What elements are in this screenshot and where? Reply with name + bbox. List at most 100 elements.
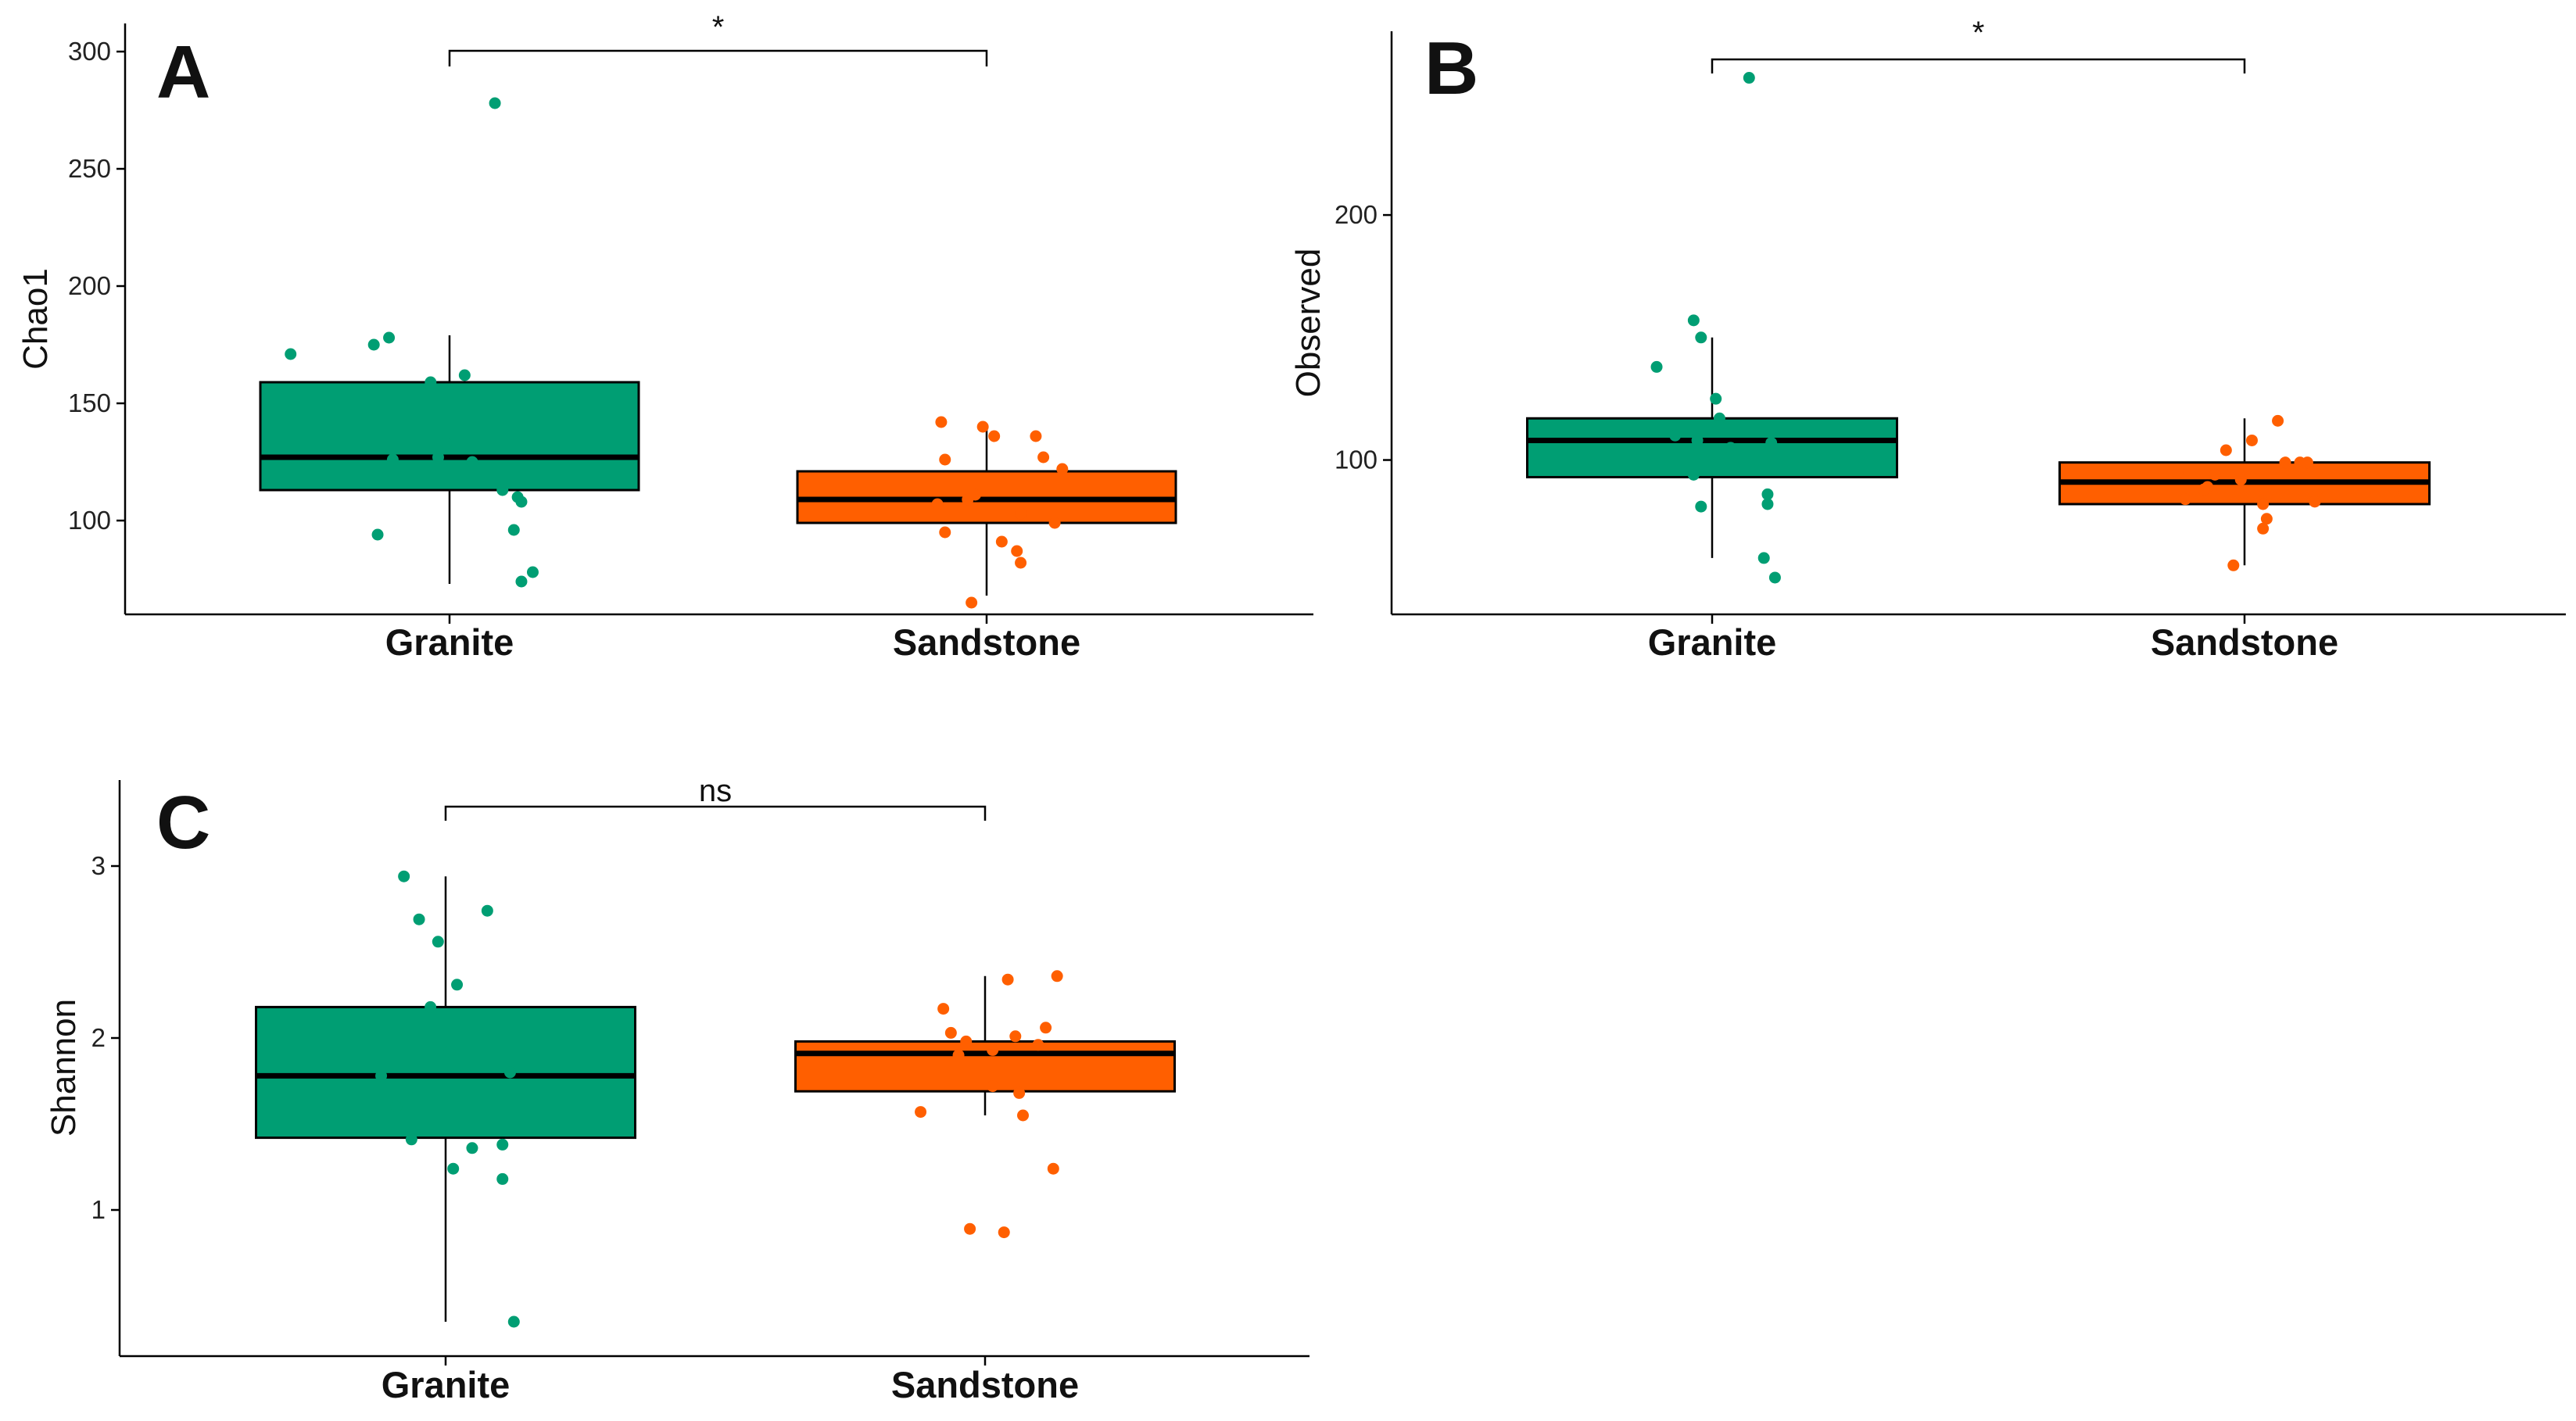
data-point [1710,392,1722,405]
y-axis-title: Observed [1289,249,1327,398]
data-point [386,453,399,466]
data-point [375,1069,388,1082]
panel-letter: B [1424,27,1478,110]
x-tick-label-granite: Granite [385,621,514,663]
significance-label: * [1972,16,1985,50]
data-point [1691,434,1704,446]
data-point [2234,474,2247,486]
y-tick-label: 1 [91,1195,106,1224]
points-granite [375,870,520,1328]
data-point [371,528,384,541]
data-point [931,498,944,510]
box-granite [255,876,636,1322]
data-point [915,1106,927,1119]
data-point [285,348,297,360]
data-point [1765,437,1778,449]
data-point [515,496,528,508]
data-point [1015,557,1027,569]
data-point [2257,498,2270,510]
data-point [964,1222,976,1235]
data-point [432,936,444,948]
data-point [1768,571,1781,584]
box-body [794,1040,1176,1093]
data-point [458,369,471,381]
data-point [998,1226,1010,1239]
box-body [1526,417,1898,478]
data-point [995,535,1008,548]
data-point [2172,466,2184,478]
significance-label: * [712,10,725,45]
data-point [2209,468,2221,481]
data-point [451,979,464,991]
data-point [367,338,380,351]
data-point [405,1133,417,1146]
data-point [960,1035,973,1047]
y-axis-title: Chao1 [16,268,55,370]
x-tick-label-granite: Granite [1648,621,1777,663]
data-point [466,456,478,468]
data-point [481,904,493,917]
data-point [944,1026,957,1039]
y-tick-label: 300 [68,37,111,66]
points-granite [1650,72,1781,584]
box-body [259,381,640,492]
data-point [1037,451,1050,464]
data-point [526,566,539,578]
data-point [1001,973,1014,986]
data-point [1051,970,1063,983]
panel-a: 100 150 200 250 300 Chao1 Granite Sandstone * A [16,10,1313,663]
data-point [466,1142,478,1154]
data-point [1015,507,1027,520]
data-point [2260,513,2273,525]
panel-letter: C [156,781,210,864]
data-point [496,1172,509,1185]
data-point [1650,360,1663,373]
data-point [507,524,520,536]
data-point [1725,442,1737,454]
points-sandstone [2172,414,2321,571]
data-point [447,1162,460,1175]
panel-letter: A [156,30,210,114]
data-point [2272,414,2284,427]
data-point [2301,456,2313,469]
data-point [1047,1162,1059,1175]
data-point [987,1043,999,1056]
box-sandstone [796,424,1177,596]
data-point [935,416,948,428]
y-tick-label: 3 [91,851,106,880]
y-tick-label: 200 [68,271,111,300]
data-point [2245,434,2258,446]
data-point [2179,493,2191,506]
data-point [1013,1086,1026,1099]
data-point [966,596,978,609]
data-point [937,1003,950,1015]
data-point [939,526,951,539]
points-sandstone [915,970,1063,1239]
data-point [439,437,452,449]
data-point [1687,468,1700,481]
y-axis-title: Shannon [45,999,83,1136]
data-point [383,331,396,344]
x-tick-label-sandstone: Sandstone [2151,621,2338,663]
panel-b: 100 200 Observed Granite Sandstone * B [1289,16,2566,663]
y-tick-label: 100 [68,506,111,535]
data-point [1695,500,1707,513]
data-point [988,430,1001,442]
data-point [1017,1109,1029,1122]
data-point [1713,412,1725,424]
data-point [1056,463,1069,475]
box-granite [259,335,640,584]
box-body [255,1005,636,1140]
data-point [2198,483,2210,496]
panel-c: 1 2 3 Shannon Granite Sandstone ns C [45,774,1309,1405]
data-point [962,493,974,506]
data-point [489,97,501,109]
data-point [939,453,951,466]
data-point [1011,545,1023,557]
y-tick-label: 200 [1335,200,1378,229]
y-tick-label: 2 [91,1023,106,1052]
data-point [390,1101,403,1113]
data-point [432,451,444,464]
data-point [1669,429,1682,442]
